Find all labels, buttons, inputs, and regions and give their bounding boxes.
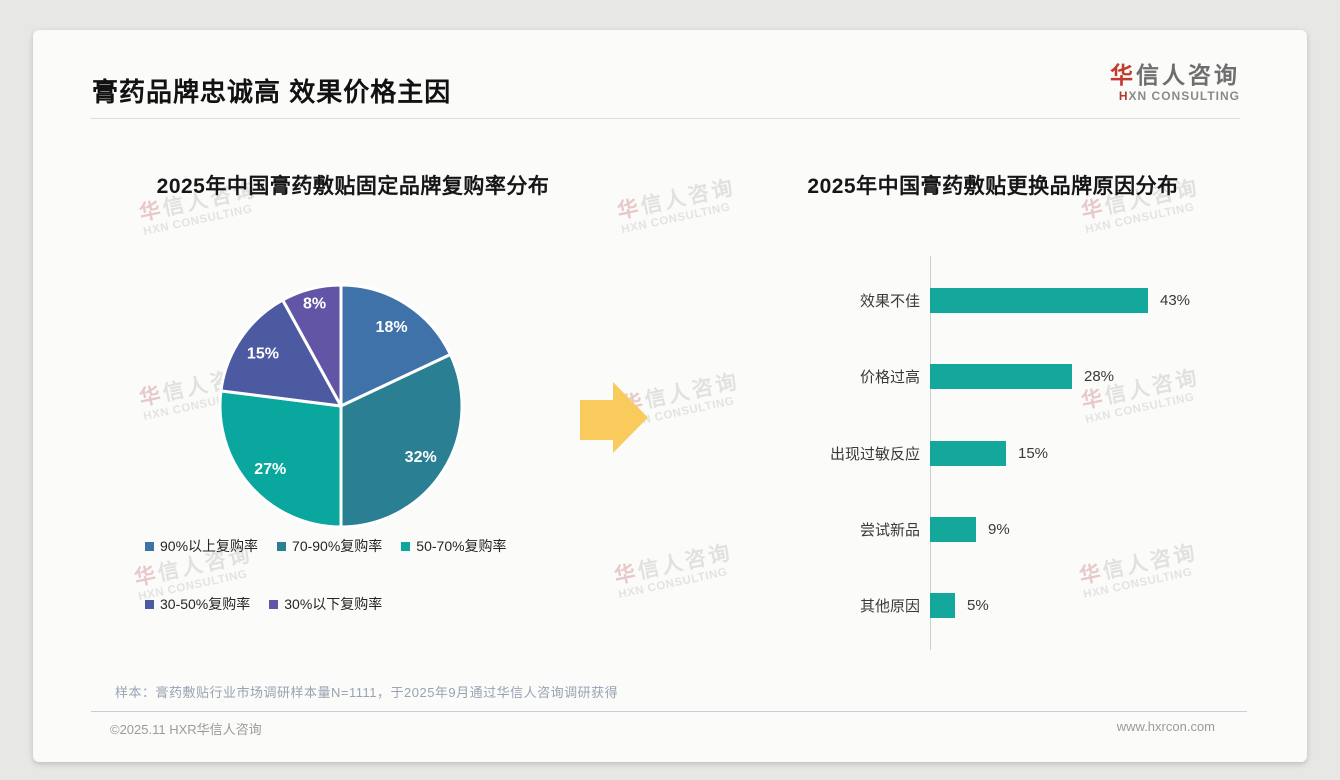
bar-category-label: 尝试新品 (859, 522, 920, 539)
legend-item: 50-70%复购率 (401, 536, 507, 556)
footer-divider (91, 711, 1247, 712)
website-url: www.hxrcon.com (1116, 719, 1215, 734)
pie-slice-label: 18% (376, 319, 408, 336)
brand-logo-rest: 信人咨询 (1136, 62, 1240, 88)
brand-logo: 华信人咨询 HXN CONSULTING (1110, 62, 1240, 103)
legend-label: 30%以下复购率 (284, 596, 383, 612)
pie-slice-label: 27% (254, 461, 286, 478)
bar-value-label: 15% (1018, 445, 1049, 462)
legend-swatch (401, 541, 411, 551)
bar-chart: 效果不佳 43% 价格过高 28% 出现过敏反应 15% 尝试新品 9% 其他原因 5% (733, 256, 1278, 654)
bar-category-label: 其他原因 (859, 598, 920, 615)
legend-label: 50-70%复购率 (416, 538, 507, 554)
bar-row: 出现过敏反应 15% (733, 441, 1278, 466)
bar-row: 尝试新品 9% (733, 517, 1278, 542)
bar-value-label: 28% (1084, 368, 1115, 385)
legend-swatch (277, 541, 287, 551)
pie-slice (339, 283, 452, 408)
arrow-right-icon (580, 382, 648, 453)
legend-row: 90%以上复购率 70-90%复购率 50-70%复购率 (145, 536, 625, 556)
bar-value-label: 43% (1160, 292, 1191, 309)
bar-row: 效果不佳 43% (733, 288, 1278, 313)
header-divider (90, 118, 1240, 119)
brand-logo-accent-char: 华 (1110, 62, 1136, 88)
pie-slice-label: 8% (303, 295, 326, 312)
brand-logo-en-rest: XN CONSULTING (1128, 89, 1240, 104)
brand-logo-en-accent: H (1118, 89, 1129, 104)
legend-label: 90%以上复购率 (160, 538, 259, 554)
pie-slice (281, 283, 343, 408)
legend-label: 70-90%复购率 (292, 538, 383, 554)
pie-chart: 18% 32% 27% 15% 8% (218, 283, 464, 529)
pie-slice (218, 389, 343, 529)
legend-swatch (269, 599, 279, 609)
pie-slice (219, 298, 343, 408)
legend-item: 30%以下复购率 (269, 594, 382, 614)
bar-row: 价格过高 28% (733, 364, 1278, 389)
pie-slice (339, 352, 464, 529)
bar (930, 441, 1006, 466)
slide-card: 华信人咨询 HXN CONSULTING 华信人咨询 HXN CONSULTING 华信… (33, 30, 1307, 762)
bar-category-label: 出现过敏反应 (829, 446, 920, 463)
page-title: 膏药品牌忠诚高 效果价格主因 (92, 77, 452, 107)
bar-row: 其他原因 5% (733, 593, 1278, 618)
legend-swatch (145, 541, 154, 551)
pie-slice-label: 15% (247, 345, 279, 362)
legend-row: 30-50%复购率 30%以下复购率 (145, 594, 625, 614)
pie-legend: 90%以上复购率 70-90%复购率 50-70%复购率 30-50%复购率 30%以下… (145, 536, 625, 652)
bar-category-label: 价格过高 (859, 369, 920, 386)
legend-item: 30-50%复购率 (145, 594, 250, 614)
bar-value-label: 9% (988, 521, 1010, 538)
bar (930, 517, 976, 542)
bar-category-label: 效果不佳 (859, 293, 920, 310)
pie-slice-label: 32% (405, 449, 437, 466)
brand-logo-english: HXN CONSULTING (1110, 90, 1240, 103)
legend-item: 70-90%复购率 (277, 536, 382, 556)
bar-value-label: 5% (967, 597, 989, 614)
copyright-text: ©2025.11 HXR华信人咨询 (110, 722, 262, 737)
legend-swatch (145, 599, 154, 609)
bar (930, 288, 1148, 313)
sample-footnote: 样本：膏药敷贴行业市场调研样本量N=1111，于2025年9月通过华信人咨询调研… (115, 685, 619, 700)
legend-label: 30-50%复购率 (160, 596, 251, 612)
pie-chart-title: 2025年中国膏药敷贴固定品牌复购率分布 (156, 175, 550, 198)
bar (930, 364, 1072, 389)
brand-logo-chinese: 华信人咨询 (1110, 62, 1240, 88)
bar (930, 593, 955, 618)
legend-item: 90%以上复购率 (145, 536, 258, 556)
bar-chart-title: 2025年中国膏药敷贴更换品牌原因分布 (807, 175, 1179, 198)
